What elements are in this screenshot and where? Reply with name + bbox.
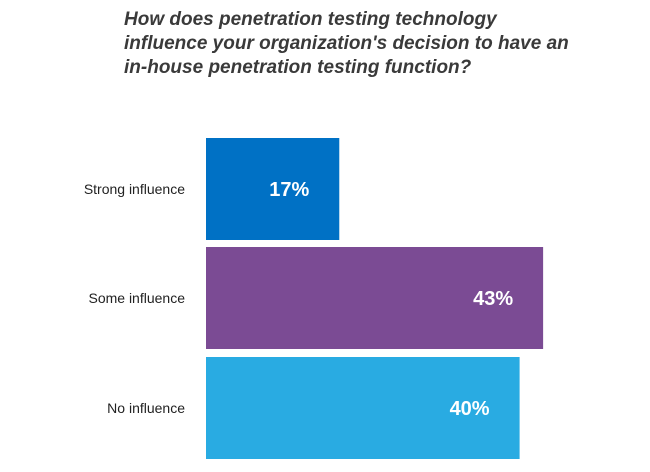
chart-title-line-3: in-house penetration testing function? bbox=[124, 57, 472, 78]
value-label-strong-influence: 17% bbox=[269, 179, 309, 201]
category-label-no-influence: No influence bbox=[107, 400, 185, 416]
bar-no-influence bbox=[206, 357, 520, 459]
chart-title-line-2: influence your organization's decision t… bbox=[124, 33, 569, 54]
value-label-some-influence: 43% bbox=[473, 288, 513, 310]
category-label-strong-influence: Strong influence bbox=[84, 181, 185, 197]
chart-title: How does penetration testing technology … bbox=[124, 8, 624, 80]
value-label-no-influence: 40% bbox=[450, 398, 490, 420]
category-label-some-influence: Some influence bbox=[88, 290, 185, 306]
bar-some-influence bbox=[206, 247, 544, 349]
chart-title-line-1: How does penetration testing technology bbox=[124, 9, 497, 30]
bar-strong-influence bbox=[206, 138, 340, 240]
